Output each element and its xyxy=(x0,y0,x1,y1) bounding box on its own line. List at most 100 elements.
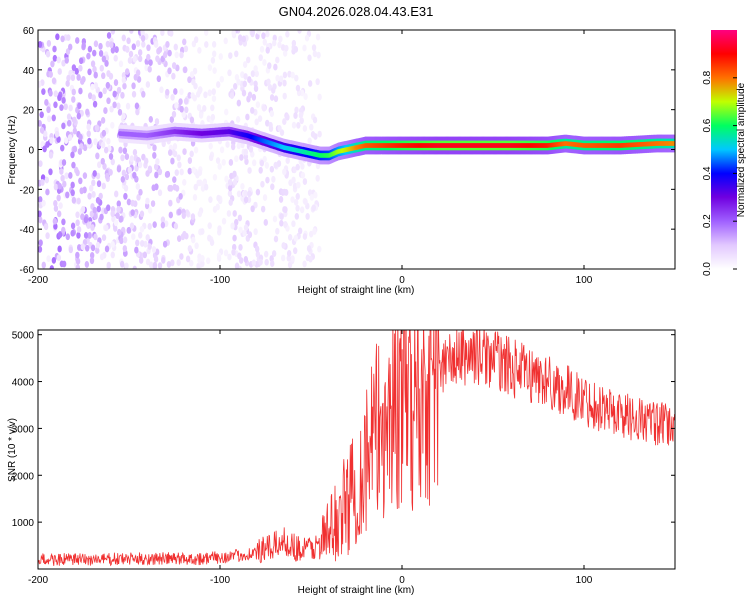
spectrogram-noise-blob xyxy=(76,74,81,81)
spectrogram-noise-blob xyxy=(124,262,129,269)
snr-y-axis-label: SNR (10 * v/v) xyxy=(7,418,18,482)
spectrogram-noise-blob xyxy=(269,110,275,118)
spectrogram-noise-blob xyxy=(76,197,81,205)
spectrogram-noise-blob xyxy=(135,239,140,247)
spectrogram-noise-blob xyxy=(137,161,143,169)
spectrogram-noise-blob xyxy=(56,136,61,143)
spectrogram-noise-blob xyxy=(154,171,159,179)
spectrogram-noise-blob xyxy=(167,184,172,192)
spectrogram-noise-blob xyxy=(207,222,212,230)
spectrogram-noise-blob xyxy=(270,183,275,191)
spectrogram-noise-blob xyxy=(60,144,65,152)
spectrogram-noise-blob xyxy=(293,45,299,53)
spectrogram-noise-blob xyxy=(104,172,110,180)
spectrogram-ridge xyxy=(117,122,675,165)
spectrogram-noise-blob xyxy=(196,179,201,187)
snr-x-tick-label: -100 xyxy=(210,575,230,586)
spectrogram-noise-blob xyxy=(70,74,76,82)
spectrogram-noise-blob xyxy=(93,40,99,48)
spectrogram-noise-blob xyxy=(135,183,141,190)
spectrogram-noise-blob xyxy=(70,151,75,159)
spectrogram-noise-blob xyxy=(228,199,233,206)
spectrogram-noise-blob xyxy=(110,30,116,35)
spectrogram-noise-blob xyxy=(206,257,211,265)
spectrogram-noise-blob xyxy=(113,79,119,86)
spectrogram-noise-blob xyxy=(200,260,205,268)
spectrogram-noise-blob xyxy=(299,117,304,125)
spectrogram-noise-blob xyxy=(87,137,92,145)
spectrogram-noise-blob xyxy=(127,57,133,64)
spectrogram-noise-blob xyxy=(212,50,217,58)
spectrogram-noise-blob xyxy=(313,191,318,199)
spectrogram-noise-blob xyxy=(293,112,298,119)
spectrogram-noise-blob xyxy=(100,141,106,149)
spectrogram-noise-blob xyxy=(157,189,163,197)
spectrogram-noise-blob xyxy=(265,176,270,184)
spectrogram-noise-blob xyxy=(259,159,265,167)
spectrogram-noise-blob xyxy=(134,246,139,254)
spectrogram-noise-blob xyxy=(216,81,221,88)
spectrogram-y-tick-label: -20 xyxy=(20,185,35,196)
spectrogram-noise-blob xyxy=(72,116,77,124)
spectrogram-noise-blob xyxy=(294,212,300,220)
spectrogram-noise-blob xyxy=(116,205,121,213)
spectrogram-noise-blob xyxy=(297,227,303,235)
spectrogram-noise-blob xyxy=(112,101,117,109)
spectrogram-noise-blob xyxy=(70,189,75,197)
spectrogram-noise-blob xyxy=(53,90,59,98)
spectrogram-noise-blob xyxy=(101,129,107,137)
spectrogram-noise-blob xyxy=(87,68,92,76)
spectrogram-noise-blob xyxy=(272,34,277,42)
spectrogram-noise-blob xyxy=(44,99,49,106)
spectrogram-noise-blob xyxy=(170,157,175,165)
spectrogram-noise-blob xyxy=(196,104,202,111)
spectrogram-noise-blob xyxy=(75,37,80,44)
spectrogram-noise-blob xyxy=(219,146,225,154)
spectrogram-noise-blob xyxy=(131,82,136,90)
spectrogram-noise-blob xyxy=(160,30,165,36)
spectrogram-noise-blob xyxy=(217,225,222,233)
colorbar-tick-label: 0.6 xyxy=(702,118,713,132)
spectrogram-noise-blob xyxy=(152,144,157,152)
spectrogram-noise-blob xyxy=(294,106,299,114)
spectrogram-noise-blob xyxy=(259,45,265,53)
spectrogram-noise-blob xyxy=(169,116,175,123)
spectrogram-noise-blob xyxy=(56,194,61,202)
spectrogram-noise-blob xyxy=(106,137,111,145)
spectrogram-noise-blob xyxy=(135,69,141,77)
spectrogram-noise-blob xyxy=(91,191,96,198)
snr-x-tick-label: 0 xyxy=(399,575,405,586)
spectrogram-noise-blob xyxy=(203,91,208,99)
spectrogram-noise-blob xyxy=(174,184,180,192)
spectrogram-noise-blob xyxy=(126,37,131,45)
spectrogram-noise-blob xyxy=(83,216,89,224)
spectrogram-noise-blob xyxy=(187,167,192,175)
spectrogram-noise-blob xyxy=(277,41,282,49)
spectrogram-noise-blob xyxy=(316,51,321,59)
spectrogram-noise-blob xyxy=(207,64,213,72)
spectrogram-noise-blob xyxy=(139,240,145,247)
spectrogram-noise-blob xyxy=(209,239,215,246)
spectrogram-noise-blob xyxy=(98,42,103,50)
spectrogram-noise-blob xyxy=(230,222,235,230)
spectrogram-noise-blob xyxy=(238,243,243,251)
spectrogram-noise-blob xyxy=(46,115,52,123)
spectrogram-noise-blob xyxy=(70,181,75,189)
spectrogram-noise-blob xyxy=(150,200,156,207)
spectrogram-noise-blob xyxy=(227,190,233,197)
spectrogram-noise-blob xyxy=(250,205,255,213)
spectrogram-noise-blob xyxy=(125,46,130,53)
spectrogram-noise-blob xyxy=(279,219,284,227)
spectrogram-noise-blob xyxy=(303,93,308,100)
spectrogram-noise-blob xyxy=(262,59,267,66)
spectrogram-noise-blob xyxy=(171,62,177,69)
spectrogram-noise-blob xyxy=(78,177,83,185)
colorbar-tick-label: 0.8 xyxy=(702,70,713,84)
spectrogram-noise-blob xyxy=(116,165,122,173)
spectrogram-noise-blob xyxy=(223,249,229,257)
spectrogram-noise-blob xyxy=(236,99,242,107)
spectrogram-noise-blob xyxy=(312,228,317,235)
spectrogram-noise-blob xyxy=(177,161,182,169)
spectrogram-noise-blob xyxy=(187,157,193,164)
spectrogram-noise-blob xyxy=(282,49,288,57)
